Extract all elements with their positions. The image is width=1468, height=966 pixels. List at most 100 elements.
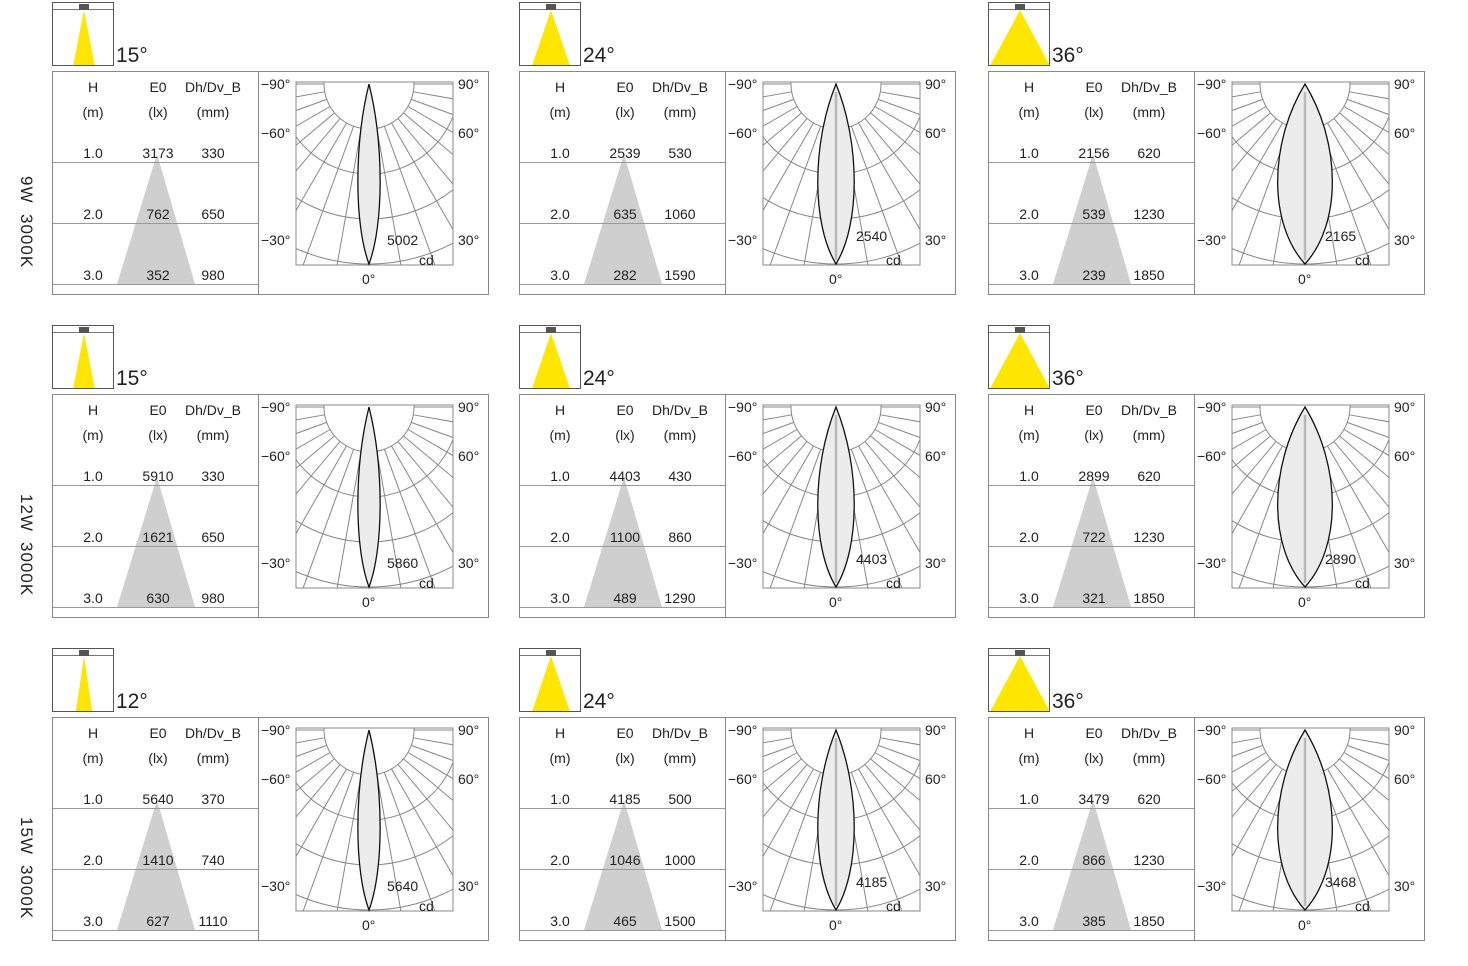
column-header: H	[554, 79, 566, 95]
polar-candela-diagram: −90° −60° −30° 90° 60° 30° 0° cd 5860	[259, 395, 488, 617]
table-cell: 3479	[1078, 791, 1110, 807]
illuminance-cone	[117, 800, 195, 930]
polar-label-m60: −60°	[261, 125, 291, 141]
table-cell: 1100	[609, 529, 641, 545]
row-divider	[989, 284, 1194, 285]
polar-label-p90: 90°	[1394, 722, 1416, 738]
row-label: 15W 3000K	[3, 788, 49, 948]
column-unit: (m)	[549, 750, 571, 766]
table-cell: 2.0	[83, 206, 103, 222]
table-cell: 1230	[1133, 529, 1165, 545]
table-cell: 3.0	[1019, 267, 1039, 283]
table-cell: 330	[201, 468, 225, 484]
polar-label-zero: 0°	[1298, 917, 1312, 933]
polar-label-m90: −90°	[261, 399, 291, 415]
table-cell: 635	[613, 206, 637, 222]
row-divider	[520, 162, 725, 163]
beam-panel: 15° H (m) E0 (lx) Dh/Dv_B (mm) 1.0 3173 330 2.0 762…	[52, 2, 489, 298]
column-header: Dh/Dv_B	[184, 725, 242, 741]
polar-label-m30: −30°	[261, 878, 291, 894]
polar-label-m60: −60°	[1197, 125, 1227, 141]
row-divider	[520, 223, 725, 224]
photometric-box: H (m) E0 (lx) Dh/Dv_B (mm) 1.0 2156 620 2.0 539 123…	[988, 71, 1425, 295]
beam-panel: 36° H (m) E0 (lx) Dh/Dv_B (mm) 1.0 3479 620 2.0 866…	[988, 648, 1425, 944]
table-cell: 239	[1082, 267, 1106, 283]
column-header: Dh/Dv_B	[1120, 79, 1178, 95]
row-divider	[53, 284, 258, 285]
beam-panel: 24° H (m) E0 (lx) Dh/Dv_B (mm) 1.0 2539 530 2.0 635…	[519, 2, 956, 298]
illuminance-cone	[1053, 800, 1131, 930]
column-header: Dh/Dv_B	[651, 725, 709, 741]
column-header: Dh/Dv_B	[184, 79, 242, 95]
table-cell: 1230	[1133, 852, 1165, 868]
illuminance-table: H (m) E0 (lx) Dh/Dv_B (mm) 1.0 3173 330 2.0 762 650…	[53, 72, 258, 294]
polar-label-unit: cd	[886, 252, 901, 268]
column-header: Dh/Dv_B	[1120, 402, 1178, 418]
power-label: 12W	[17, 493, 36, 532]
polar-label-m60: −60°	[1197, 448, 1227, 464]
column-header: H	[87, 79, 99, 95]
column-header: H	[87, 725, 99, 741]
polar-label-p60: 60°	[1394, 448, 1416, 464]
peak-candela-value: 3468	[1325, 874, 1357, 890]
light-distribution-curve	[357, 406, 381, 589]
polar-label-m90: −90°	[1197, 399, 1227, 415]
divider	[1194, 395, 1195, 617]
table-cell: 3.0	[1019, 913, 1039, 929]
divider	[1194, 718, 1195, 940]
beam-panel: 36° H (m) E0 (lx) Dh/Dv_B (mm) 1.0 2899 620 2.0 722…	[988, 325, 1425, 621]
divider	[258, 718, 259, 940]
table-cell: 321	[1082, 590, 1106, 606]
beam-angle-label: 36°	[1052, 44, 1084, 67]
polar-label-m60: −60°	[728, 448, 758, 464]
column-unit: (m)	[82, 104, 104, 120]
table-cell: 3.0	[83, 913, 103, 929]
polar-label-m90: −90°	[261, 722, 291, 738]
beam-panel: 24° H (m) E0 (lx) Dh/Dv_B (mm) 1.0 4185 500 2.0 104…	[519, 648, 956, 944]
row-divider	[53, 869, 258, 870]
polar-label-p90: 90°	[458, 399, 480, 415]
peak-candela-value: 2165	[1325, 228, 1357, 244]
table-cell: 370	[201, 791, 225, 807]
illuminance-table: H (m) E0 (lx) Dh/Dv_B (mm) 1.0 2899 620 2.0 722 123…	[989, 395, 1194, 617]
table-cell: 650	[201, 206, 225, 222]
column-unit: (lx)	[1084, 427, 1104, 443]
column-unit: (lx)	[615, 750, 635, 766]
polar-label-m30: −30°	[728, 555, 758, 571]
table-cell: 1.0	[550, 145, 570, 161]
beam-angle-label: 12°	[116, 690, 148, 713]
table-cell: 980	[201, 267, 225, 283]
polar-label-zero: 0°	[1298, 271, 1312, 287]
table-cell: 330	[201, 145, 225, 161]
polar-label-p90: 90°	[925, 722, 947, 738]
row-divider	[520, 284, 725, 285]
polar-label-m30: −30°	[261, 555, 291, 571]
polar-label-zero: 0°	[829, 271, 843, 287]
beam-angle-label: 36°	[1052, 690, 1084, 713]
table-cell: 762	[146, 206, 170, 222]
table-cell: 2.0	[550, 529, 570, 545]
table-cell: 3.0	[550, 913, 570, 929]
table-cell: 5640	[142, 791, 174, 807]
row-divider	[53, 607, 258, 608]
table-cell: 1.0	[83, 791, 103, 807]
polar-label-m60: −60°	[261, 771, 291, 787]
table-cell: 620	[1137, 468, 1161, 484]
polar-label-unit: cd	[1355, 575, 1370, 591]
column-unit: (lx)	[148, 427, 168, 443]
column-unit: (lx)	[148, 104, 168, 120]
power-label: 15W	[17, 816, 36, 855]
table-cell: 630	[146, 590, 170, 606]
peak-candela-value: 4185	[856, 874, 888, 890]
polar-label-unit: cd	[886, 575, 901, 591]
polar-label-unit: cd	[419, 898, 434, 914]
polar-candela-diagram: −90° −60° −30° 90° 60° 30° 0° cd 4403	[726, 395, 955, 617]
column-header: E0	[149, 79, 167, 95]
light-distribution-curve	[357, 729, 381, 912]
polar-label-p60: 60°	[1394, 125, 1416, 141]
light-distribution-curve	[357, 83, 381, 266]
beam-panel: 36° H (m) E0 (lx) Dh/Dv_B (mm) 1.0 2156 620 2.0 539…	[988, 2, 1425, 298]
beam-angle-icon	[988, 325, 1050, 389]
row-divider	[989, 869, 1194, 870]
column-unit: (mm)	[663, 427, 697, 443]
